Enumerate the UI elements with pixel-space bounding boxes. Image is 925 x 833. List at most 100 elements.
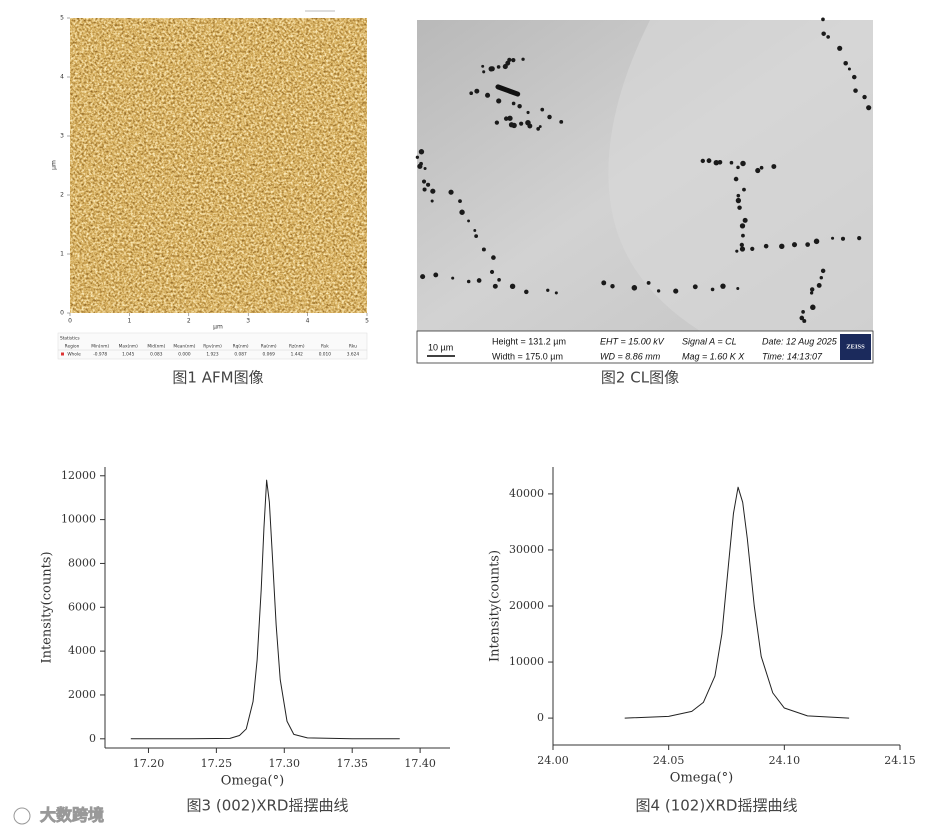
- afm-xlabel: μm: [213, 324, 223, 331]
- cl-dot: [857, 236, 862, 241]
- cl-dot: [713, 160, 719, 166]
- cl-dot: [474, 234, 479, 239]
- x-tick-label: 17.30: [269, 757, 301, 770]
- cl-dot: [700, 158, 706, 164]
- table-header-cell: Rq(nm): [233, 344, 249, 350]
- cl-dot: [511, 101, 516, 106]
- table-cell: 1.923: [206, 352, 219, 358]
- cl-dot: [735, 249, 739, 253]
- x-axis-title: Omega(°): [670, 771, 733, 786]
- cl-dot: [497, 278, 501, 282]
- info-eht: EHT = 15.00 kV: [600, 336, 665, 346]
- zeiss-text: ZEISS: [846, 343, 865, 350]
- cl-dot: [853, 88, 858, 93]
- afm-y-tick-label: 5: [60, 15, 64, 22]
- cl-dot: [819, 276, 823, 280]
- cl-dot: [809, 287, 815, 292]
- cl-dot: [739, 223, 746, 229]
- cl-dot: [476, 278, 482, 283]
- cl-dot: [423, 167, 427, 171]
- afm-x-tick-label: 0: [68, 318, 72, 325]
- cl-dot: [474, 88, 480, 94]
- cl-dot: [742, 187, 746, 192]
- cl-dot: [546, 288, 550, 292]
- cl-dot: [646, 280, 651, 285]
- table-header-cell: Region: [65, 344, 80, 350]
- cl-dot: [810, 304, 816, 311]
- cl-dot: [631, 285, 638, 291]
- afm-image: [70, 18, 367, 313]
- cl-dot: [692, 284, 698, 290]
- afm-y-tick-label: 2: [60, 192, 64, 199]
- cl-dot: [469, 91, 474, 96]
- cl-dot: [610, 284, 615, 289]
- table-cell: Whole: [67, 352, 81, 358]
- cl-dot: [656, 289, 661, 293]
- afm-y-tick-label: 0: [60, 310, 64, 317]
- table-header-cell: Mid(nm): [147, 344, 165, 350]
- x-tick-label: 24.05: [653, 754, 685, 767]
- cl-dot: [741, 233, 745, 238]
- cl-dot: [519, 121, 524, 126]
- cl-dot: [540, 107, 545, 112]
- table-header-cell: Rku: [349, 344, 357, 350]
- cl-dot: [509, 283, 516, 290]
- x-tick-label: 17.40: [404, 757, 436, 770]
- table-header-cell: Rpv(nm): [203, 344, 222, 350]
- afm-ylabel: μm: [51, 160, 58, 170]
- table-header-cell: Min(nm): [91, 344, 109, 350]
- cl-dot: [492, 283, 498, 289]
- cl-dot: [601, 280, 607, 286]
- table-cell: 0.010: [319, 352, 332, 358]
- cl-dot: [720, 283, 726, 289]
- cl-dot: [739, 246, 746, 252]
- afm-y-tick-label: 4: [60, 74, 64, 81]
- cl-dot: [706, 158, 712, 164]
- x-tick-label: 24.00: [537, 754, 569, 767]
- y-tick-label: 30000: [509, 543, 544, 556]
- cl-dot: [826, 35, 830, 39]
- cl-dot: [473, 229, 477, 232]
- cl-info-bar: [416, 330, 874, 364]
- cl-streak: [495, 84, 521, 97]
- cl-dot: [771, 164, 777, 170]
- x-tick-label: 17.20: [133, 757, 165, 770]
- cl-dot: [843, 60, 848, 66]
- info-wd: WD = 8.86 mm: [600, 351, 661, 361]
- cl-dot: [481, 64, 485, 68]
- cl-dot: [485, 92, 491, 98]
- table-cell: -0.978: [93, 352, 107, 358]
- cl-dot: [742, 217, 748, 223]
- caption: 图1 AFM图像: [172, 369, 263, 387]
- x-axis-title: Omega(°): [221, 774, 284, 789]
- cl-dot: [791, 242, 798, 248]
- cl-dot: [866, 105, 872, 111]
- cl-dot: [422, 187, 427, 192]
- cl-dot: [420, 274, 426, 280]
- cl-dot: [415, 155, 420, 159]
- region-swatch: [61, 352, 64, 356]
- table-cell: 1.045: [122, 352, 135, 358]
- cl-dot: [799, 315, 805, 321]
- caption: 图4 (102)XRD摇摆曲线: [636, 797, 798, 815]
- afm-x-tick-label: 3: [246, 318, 250, 325]
- info-width: Width = 175.0 µm: [492, 351, 563, 361]
- cl-dot: [467, 219, 470, 223]
- x-tick-label: 17.35: [336, 757, 368, 770]
- cl-dot: [736, 287, 740, 291]
- cl-dot: [805, 242, 811, 247]
- cl-dot: [482, 70, 486, 74]
- y-tick-label: 2000: [68, 688, 96, 701]
- cl-dot: [448, 189, 454, 195]
- caption: 图2 CL图像: [601, 369, 679, 387]
- cl-dot: [417, 163, 423, 169]
- x-tick-label: 24.15: [884, 754, 916, 767]
- cl-dot: [852, 74, 857, 80]
- cl-dot: [426, 182, 431, 187]
- y-axis-title: Intensity(counts): [488, 550, 503, 662]
- watermark-icon: [13, 807, 31, 825]
- zeiss-logo: [840, 334, 871, 360]
- cl-dot: [736, 193, 741, 198]
- cl-dot: [673, 288, 679, 294]
